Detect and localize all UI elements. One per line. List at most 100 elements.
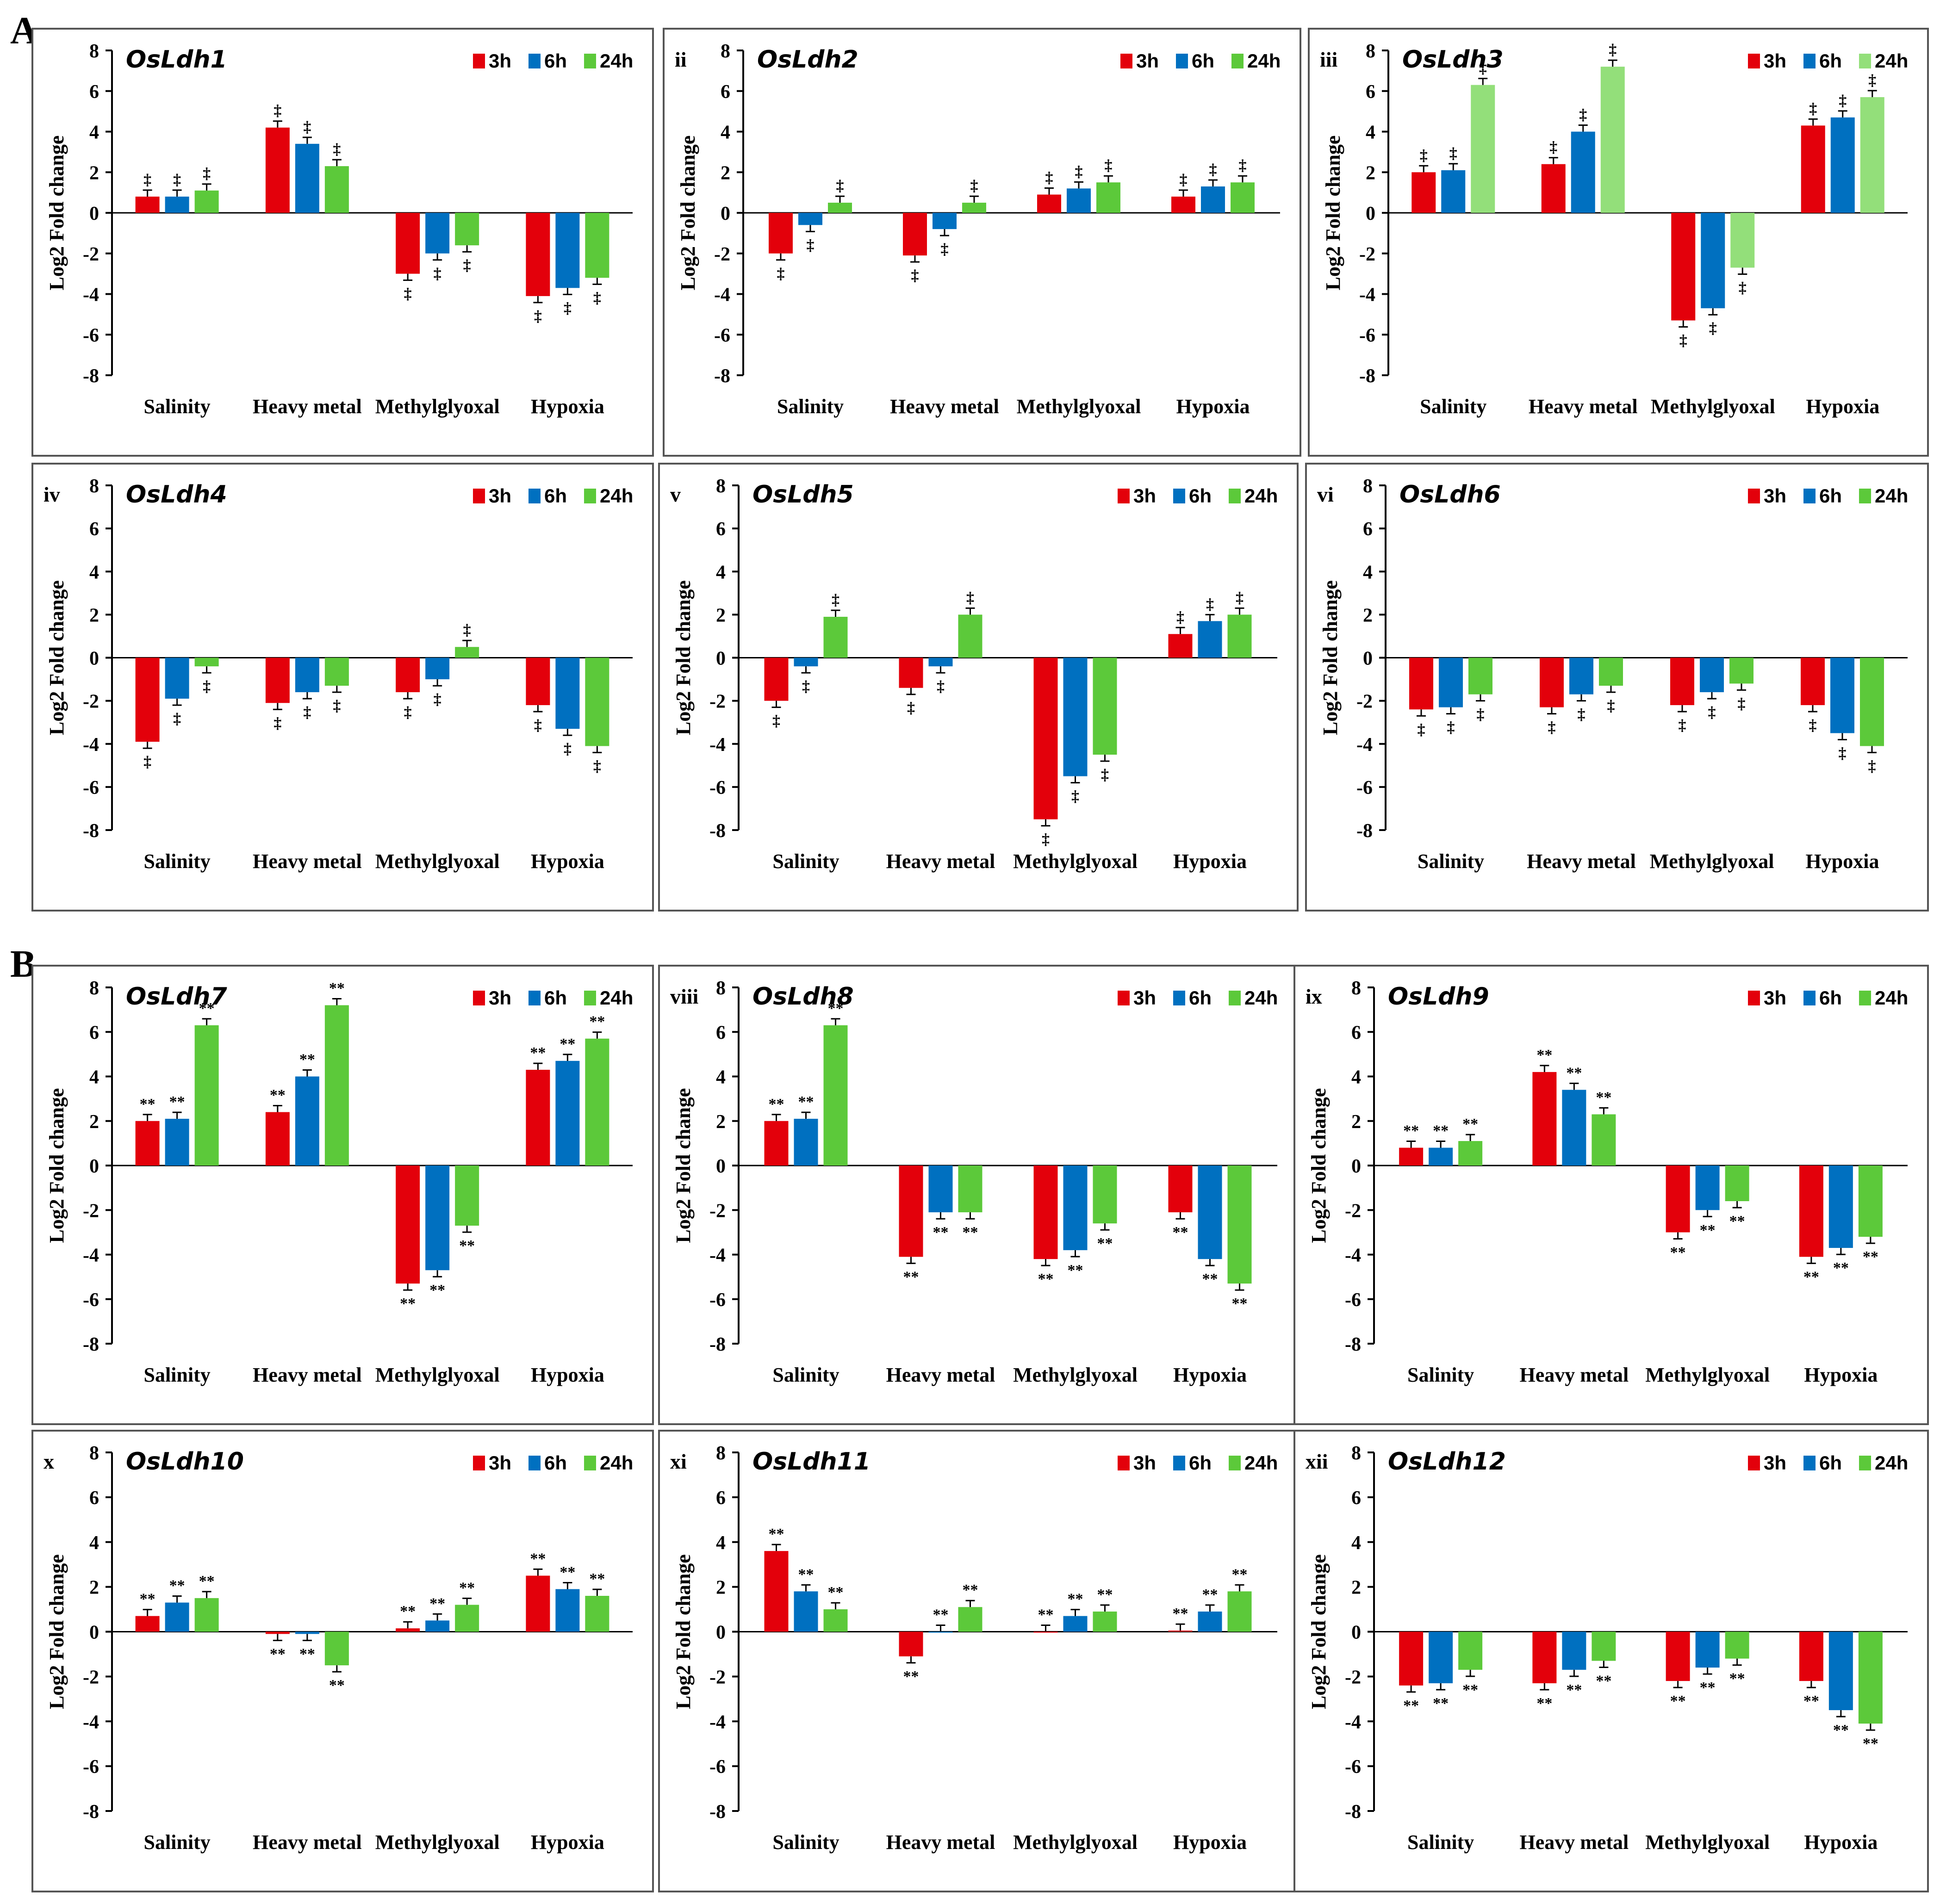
bar-salinity-6h: [165, 196, 189, 213]
bar-methylglyoxal-24h: [1725, 1166, 1749, 1201]
bar-heavy-metal-6h: [1569, 657, 1593, 695]
significance-marker: ‡: [777, 265, 785, 282]
legend-swatch-24h: [1859, 54, 1871, 68]
y-tick-label: -4: [709, 1712, 726, 1733]
significance-marker: **: [1670, 1244, 1686, 1261]
legend-swatch-24h: [1231, 54, 1244, 68]
legend-swatch-24h: [1859, 991, 1871, 1005]
chart-svg-OsLdh1: OsLdh1 8 6 4 2 0 -2 -4 -6 -8 Log2 Fold change 3h 6h 2…: [45, 41, 633, 418]
significance-marker: **: [1202, 1271, 1218, 1288]
bar-hypoxia-6h: [1198, 1611, 1222, 1632]
y-tick-label: 0: [89, 1622, 99, 1644]
bar-salinity-3h: [764, 657, 789, 701]
y-tick-label: 0: [716, 648, 726, 670]
significance-marker: **: [798, 1093, 814, 1110]
significance-marker: **: [169, 1577, 185, 1594]
legend-swatch-6h: [1173, 1456, 1185, 1470]
bar-methylglyoxal-6h: [425, 1166, 450, 1271]
y-tick-label: 2: [1363, 605, 1373, 626]
y-tick-label: 4: [721, 122, 730, 143]
y-tick-label: -6: [1345, 1290, 1361, 1311]
y-tick-label: 6: [1351, 1488, 1361, 1509]
y-tick-label: 0: [89, 203, 99, 224]
significance-marker: **: [560, 1563, 575, 1581]
significance-marker: **: [963, 1581, 978, 1599]
y-tick-label: -8: [1345, 1801, 1361, 1823]
significance-marker: ‡: [1578, 706, 1586, 723]
category-label: Heavy metal: [253, 850, 362, 873]
significance-marker: ‡: [333, 697, 341, 714]
legend-swatch-6h: [1173, 991, 1185, 1005]
legend-label-6h: 6h: [1819, 50, 1842, 72]
y-tick-label: -6: [83, 1290, 99, 1311]
y-tick-label: 2: [1351, 1577, 1361, 1599]
bar-salinity-6h: [165, 657, 189, 699]
bar-heavy-metal-24h: [958, 1607, 982, 1632]
significance-marker: **: [1863, 1248, 1878, 1265]
bar-methylglyoxal-24h: [1729, 657, 1753, 684]
bar-methylglyoxal-6h: [1700, 657, 1724, 692]
y-tick-label: -8: [709, 820, 726, 842]
bar-hypoxia-6h: [555, 213, 580, 288]
category-label: Heavy metal: [253, 1831, 362, 1854]
legend-label-6h: 6h: [544, 987, 567, 1009]
bar-heavy-metal-3h: [899, 1631, 923, 1656]
bar-salinity-3h: [135, 657, 160, 742]
significance-marker: **: [1433, 1695, 1449, 1712]
legend-swatch-3h: [473, 54, 485, 68]
y-tick-label: 6: [716, 1488, 726, 1509]
significance-marker: ‡: [1679, 717, 1686, 734]
legend-label-6h: 6h: [544, 485, 567, 507]
legend-label-24h: 24h: [600, 987, 633, 1009]
y-tick-label: 4: [1366, 122, 1375, 143]
y-tick-label: -2: [709, 1200, 726, 1222]
significance-marker: ‡: [1809, 717, 1817, 734]
y-tick-label: -6: [1345, 1756, 1361, 1778]
gene-title: OsLdh11: [752, 1448, 871, 1476]
y-tick-label: -4: [1356, 734, 1373, 756]
significance-marker: ‡: [836, 177, 844, 194]
y-tick-label: -4: [709, 1245, 726, 1266]
y-tick-label: -4: [709, 734, 726, 756]
y-tick-label: -8: [709, 1334, 726, 1355]
significance-marker: ‡: [1105, 157, 1113, 174]
bar-salinity-6h: [165, 1602, 189, 1632]
legend-swatch-24h: [1229, 489, 1241, 503]
bar-heavy-metal-24h: [324, 657, 349, 686]
bar-heavy-metal-24h: [1592, 1631, 1616, 1661]
significance-marker: ‡: [1045, 169, 1053, 186]
bar-methylglyoxal-24h: [455, 647, 479, 658]
significance-marker: ‡: [1607, 697, 1615, 714]
significance-marker: ‡: [434, 265, 441, 282]
legend-label-3h: 3h: [1133, 1452, 1156, 1474]
legend-swatch-6h: [529, 54, 541, 68]
significance-marker: **: [828, 1000, 844, 1017]
y-tick-label: -2: [83, 1200, 99, 1222]
chart-panel-OsLdh3: iii OsLdh3 8 6 4 2 0 -2 -4 -6 -8 Log2 Fold change 3h…: [1308, 28, 1929, 457]
significance-marker: **: [1068, 1262, 1083, 1279]
bar-methylglyoxal-3h: [396, 1166, 420, 1284]
chart-svg-OsLdh9: ix OsLdh9 8 6 4 2 0 -2 -4 -6 -8 Log2 Fold change 3h 6…: [1306, 978, 1908, 1386]
bar-hypoxia-24h: [1860, 97, 1884, 213]
legend-swatch-6h: [529, 991, 541, 1005]
y-tick-label: -2: [83, 244, 99, 265]
significance-marker: **: [1232, 1295, 1248, 1312]
bar-salinity-6h: [1429, 1631, 1453, 1683]
bar-salinity-24h: [1458, 1141, 1483, 1166]
bar-methylglyoxal-3h: [1671, 213, 1696, 321]
significance-marker: ‡: [463, 621, 471, 639]
legend-swatch-6h: [529, 489, 541, 503]
significance-marker: **: [299, 1645, 315, 1662]
chart-svg-OsLdh3: iii OsLdh3 8 6 4 2 0 -2 -4 -6 -8 Log2 Fold change 3h…: [1320, 41, 1908, 418]
gene-title: OsLdh10: [126, 1448, 244, 1476]
bar-heavy-metal-3h: [265, 657, 290, 703]
bar-salinity-6h: [794, 1118, 818, 1166]
significance-marker: **: [459, 1579, 475, 1596]
y-axis-label: Log2 Fold change: [1322, 136, 1344, 291]
bar-methylglyoxal-3h: [396, 1628, 420, 1632]
legend-label-3h: 3h: [1764, 50, 1786, 72]
y-tick-label: -4: [1345, 1712, 1361, 1733]
panel-numeral: x: [44, 1450, 54, 1473]
bar-methylglyoxal-24h: [1096, 182, 1120, 213]
bar-methylglyoxal-6h: [1695, 1166, 1720, 1210]
